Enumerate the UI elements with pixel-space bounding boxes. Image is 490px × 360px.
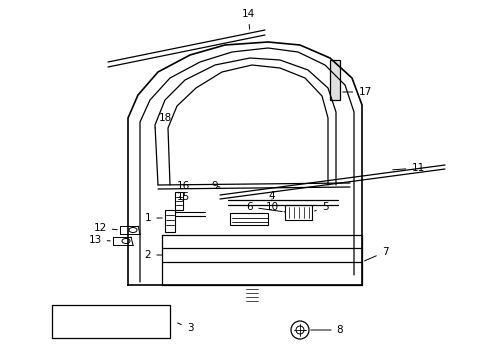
Ellipse shape bbox=[122, 238, 130, 243]
Text: 3: 3 bbox=[177, 323, 194, 333]
Text: 15: 15 bbox=[176, 192, 190, 202]
Text: 12: 12 bbox=[94, 223, 117, 233]
Text: 16: 16 bbox=[176, 181, 190, 197]
Text: 6: 6 bbox=[246, 202, 282, 212]
Circle shape bbox=[296, 326, 304, 334]
Text: 7: 7 bbox=[365, 247, 388, 261]
Bar bbox=[175, 192, 183, 210]
Text: 17: 17 bbox=[343, 87, 371, 97]
Text: 2: 2 bbox=[145, 250, 162, 260]
Text: 9: 9 bbox=[212, 181, 220, 191]
Text: 11: 11 bbox=[393, 163, 425, 173]
Text: 5: 5 bbox=[315, 202, 328, 212]
Bar bbox=[330, 60, 340, 100]
Bar bbox=[230, 213, 268, 225]
Text: 10: 10 bbox=[266, 202, 285, 212]
Text: 1: 1 bbox=[145, 213, 162, 223]
Bar bbox=[285, 205, 312, 220]
Ellipse shape bbox=[129, 228, 137, 233]
Text: 8: 8 bbox=[311, 325, 343, 335]
Text: 13: 13 bbox=[88, 235, 110, 245]
Text: 4: 4 bbox=[269, 191, 275, 201]
Text: 14: 14 bbox=[242, 9, 255, 29]
Bar bbox=[52, 305, 170, 338]
Bar bbox=[165, 210, 175, 232]
Text: 18: 18 bbox=[155, 113, 172, 128]
Circle shape bbox=[291, 321, 309, 339]
